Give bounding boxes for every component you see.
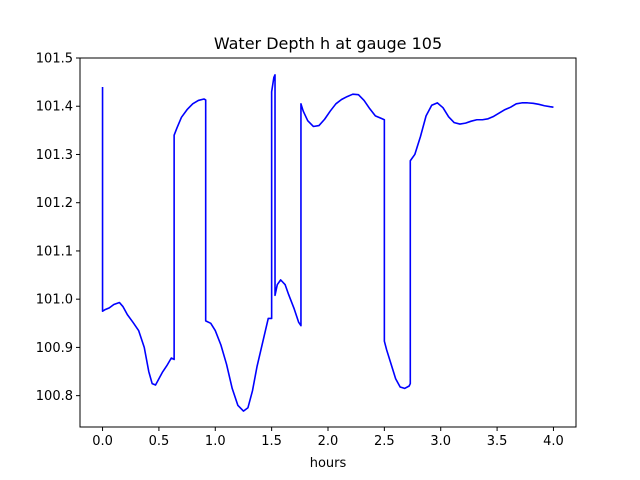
x-tick-label: 0.0	[92, 434, 113, 449]
y-tick-label: 101.2	[36, 196, 73, 211]
y-tick-label: 101.3	[36, 148, 73, 163]
x-axis-ticks: 0.0 0.5 1.0 1.5 2.0 2.5 3.0 3.5 4.0	[92, 427, 564, 449]
x-tick-label: 1.0	[205, 434, 226, 449]
y-tick-label: 100.8	[36, 389, 73, 404]
x-tick-label: 1.5	[261, 434, 282, 449]
x-tick-label: 3.5	[487, 434, 508, 449]
y-tick-label: 101.0	[36, 293, 73, 308]
x-tick-label: 4.0	[543, 434, 564, 449]
plot-layer	[101, 74, 554, 412]
y-tick-label: 101.5	[36, 52, 73, 67]
y-tick-label: 100.9	[36, 341, 73, 356]
series-line-0	[101, 74, 554, 412]
y-tick-label: 101.1	[36, 244, 73, 259]
x-axis-label: hours	[310, 456, 347, 471]
x-tick-label: 2.5	[374, 434, 395, 449]
x-tick-label: 0.5	[149, 434, 170, 449]
y-tick-label: 101.4	[36, 100, 73, 115]
x-tick-label: 2.0	[318, 434, 339, 449]
x-tick-label: 3.0	[430, 434, 451, 449]
y-axis-ticks: 100.8 100.9 101.0 101.1 101.2 101.3 101.4 101.5	[36, 52, 80, 404]
chart-title: Water Depth h at gauge 105	[214, 34, 442, 53]
